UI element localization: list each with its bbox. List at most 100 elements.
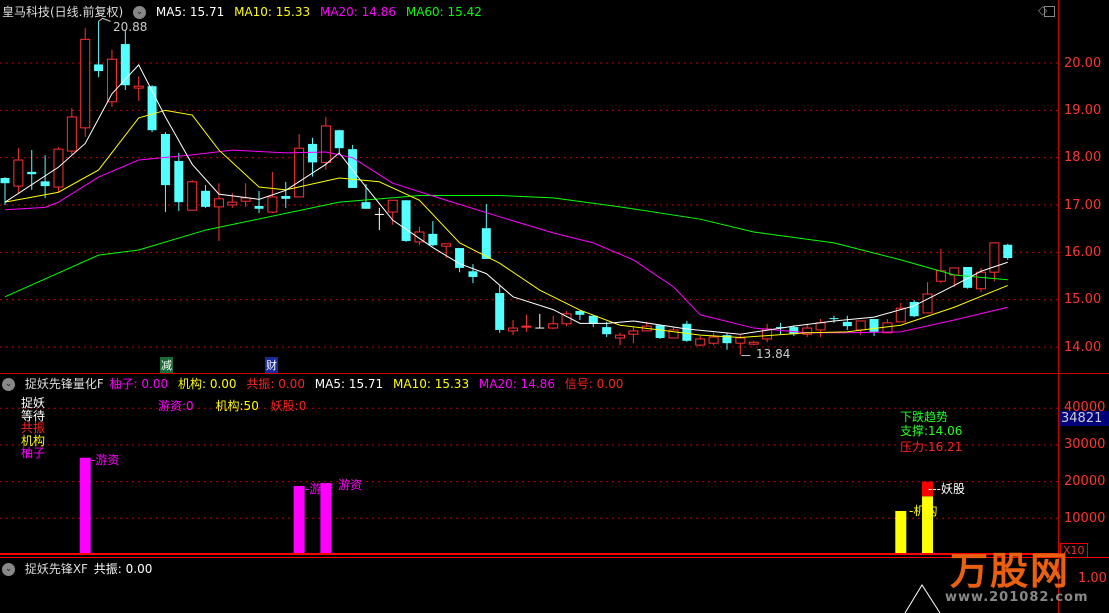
candle-down bbox=[909, 302, 919, 317]
panel-divider bbox=[0, 373, 1109, 374]
candle-down bbox=[963, 266, 973, 288]
indicator-bar bbox=[922, 496, 934, 555]
candle-down bbox=[348, 149, 358, 188]
candle-up bbox=[668, 329, 679, 339]
candle-up bbox=[320, 125, 331, 163]
candle-down bbox=[602, 327, 612, 335]
candle-down bbox=[869, 319, 879, 332]
ma60-line bbox=[4, 195, 1008, 298]
legend-jigou: 机构 bbox=[21, 433, 46, 448]
ma20-line bbox=[4, 149, 1008, 334]
candle-up bbox=[882, 322, 893, 334]
candle-up bbox=[855, 320, 866, 331]
candle-down bbox=[361, 202, 371, 209]
legend-dengdai: 等待 bbox=[21, 408, 46, 423]
price-tick: 16.00 bbox=[1064, 245, 1102, 260]
trend-label: 下跌趋势 bbox=[900, 410, 949, 424]
candle-down bbox=[655, 325, 665, 338]
candle-down bbox=[789, 327, 799, 335]
candle-up bbox=[976, 271, 987, 290]
event-marker-jian[interactable]: 减 bbox=[160, 357, 173, 373]
bar-label-youzi: -游资 bbox=[305, 482, 334, 496]
candle-down bbox=[160, 133, 170, 186]
gongzhen-value: 共振: 0.00 bbox=[246, 377, 305, 391]
signal-value: 信号: 0.00 bbox=[564, 377, 624, 391]
candle-down bbox=[575, 311, 585, 315]
candle-down bbox=[254, 205, 264, 209]
window-toggle-icon[interactable] bbox=[1044, 6, 1055, 17]
candle-up bbox=[133, 85, 144, 89]
pressure-value: 压力:16.21 bbox=[900, 440, 963, 454]
current-value-box: 34821 bbox=[1059, 411, 1109, 426]
candle-up bbox=[508, 327, 519, 332]
candle-up bbox=[414, 231, 425, 243]
candle-up bbox=[213, 198, 224, 208]
watermark-logo: 万股网 bbox=[950, 540, 1070, 595]
candle-up bbox=[802, 327, 813, 335]
price-tick: 14.00 bbox=[1064, 340, 1102, 355]
candle-down bbox=[481, 228, 491, 259]
signal-triangle bbox=[904, 584, 941, 613]
ma20-value: MA20: 14.86 bbox=[319, 5, 397, 19]
candle-down bbox=[308, 143, 318, 163]
bottom-gongzhen-value: 共振: 0.00 bbox=[93, 562, 153, 576]
candle-down bbox=[401, 200, 411, 241]
panel-divider bbox=[0, 557, 1109, 558]
indicator-bar bbox=[293, 486, 305, 555]
indicator-bar bbox=[895, 510, 907, 555]
candle-up bbox=[267, 196, 278, 213]
candle-up bbox=[13, 159, 24, 187]
price-tick: 19.00 bbox=[1064, 103, 1102, 118]
candle-down bbox=[0, 178, 10, 184]
panel-divider bbox=[0, 553, 1058, 555]
candle-up bbox=[53, 148, 64, 188]
ind-ma20-value: MA20: 14.86 bbox=[478, 377, 555, 391]
logo-text: 万股网 bbox=[950, 548, 1071, 593]
bar-label-youzi: 游资 bbox=[338, 478, 363, 492]
bar-label-yaogu: ---妖股 bbox=[928, 482, 965, 496]
candle-down bbox=[829, 318, 839, 320]
indicator-legend: 捉妖 等待 共振 机构 柚子 bbox=[21, 397, 45, 460]
watermark-url: www.201082.com bbox=[945, 590, 1089, 605]
candle-down bbox=[201, 190, 211, 207]
candle-up bbox=[895, 307, 906, 323]
high-leader-line bbox=[98, 17, 111, 22]
candle-up bbox=[66, 116, 77, 152]
candle-down bbox=[722, 335, 732, 344]
legend-youzi: 柚子 bbox=[21, 446, 46, 460]
candle-down bbox=[120, 44, 130, 86]
bottom-axis-tick: 1.00 bbox=[1078, 571, 1107, 586]
yaogu-count: 妖股:0 bbox=[270, 399, 307, 413]
indicator-row2: 游资:0 机构:50 妖股:0 bbox=[158, 397, 306, 414]
candle-up bbox=[227, 201, 238, 206]
candle-down bbox=[27, 171, 37, 175]
jigou-count: 机构:50 bbox=[215, 399, 259, 413]
candle-down bbox=[40, 181, 50, 187]
diamond-icon[interactable]: ◇ bbox=[1038, 3, 1048, 17]
bottom-indicator-title: 捉妖先锋XF bbox=[24, 562, 88, 576]
main-header: 皇马科技(日线.前复权) ⌄ MA5: 15.71 MA10: 15.33 MA… bbox=[2, 3, 488, 20]
dropdown-chevron-icon[interactable]: ⌄ bbox=[2, 378, 15, 391]
candle-up bbox=[521, 325, 532, 328]
candle-down bbox=[468, 271, 478, 277]
legend-zhuoyao: 捉妖 bbox=[21, 396, 46, 410]
event-marker-cai[interactable]: 财 bbox=[265, 357, 278, 373]
low-price-label: 13.84 bbox=[756, 347, 791, 361]
candle-up bbox=[695, 338, 706, 346]
scale-button[interactable]: X10 bbox=[1060, 543, 1088, 558]
bottom-header: ⌄ 捉妖先锋XF 共振: 0.00 bbox=[2, 560, 158, 577]
trend-info: 下跌趋势 支撑:14.06 压力:16.21 bbox=[900, 410, 962, 454]
dropdown-chevron-icon[interactable]: ⌄ bbox=[2, 563, 15, 576]
indicator-title: 捉妖先锋量化F bbox=[24, 377, 104, 391]
candle-up bbox=[748, 341, 759, 345]
ind-ma10-value: MA10: 15.33 bbox=[393, 377, 470, 391]
candle-up bbox=[815, 322, 826, 331]
support-value: 支撑:14.06 bbox=[900, 424, 963, 438]
candle-down bbox=[682, 323, 692, 341]
candle-up bbox=[922, 293, 933, 314]
dropdown-chevron-icon[interactable]: ⌄ bbox=[133, 6, 147, 19]
candle-up bbox=[187, 181, 198, 211]
candle-down bbox=[281, 195, 291, 199]
ma10-value: MA10: 15.33 bbox=[234, 5, 311, 19]
